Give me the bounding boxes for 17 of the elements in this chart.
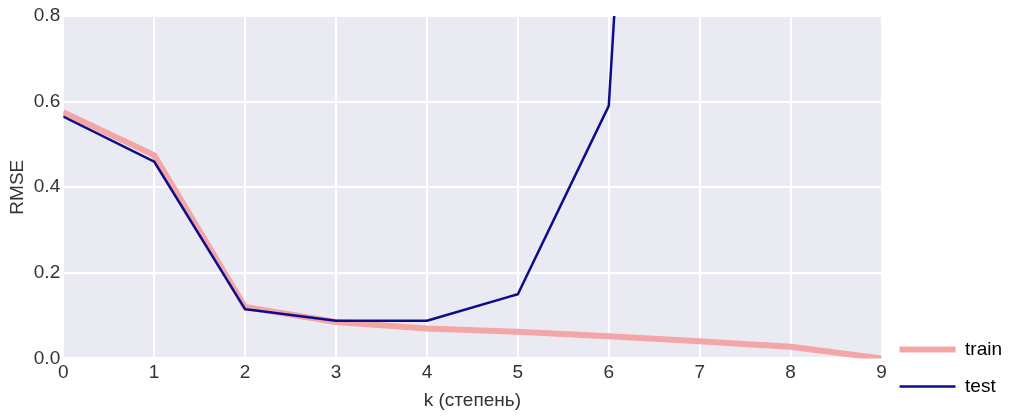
x-tick-label: 7 [694, 361, 705, 383]
x-tick-label: 1 [148, 361, 160, 383]
y-tick-label: 0.8 [33, 4, 61, 26]
y-tick-label: 0.6 [33, 89, 61, 111]
x-tick-label: 9 [876, 361, 887, 383]
x-tick-label: 8 [785, 361, 796, 383]
x-tick-label: 4 [421, 361, 433, 383]
legend-label: test [965, 374, 997, 396]
x-tick-label: 3 [330, 361, 342, 383]
x-tick-label: 2 [239, 361, 251, 383]
y-tick-label: 0.2 [33, 261, 61, 283]
x-axis-title: k (степень) [423, 388, 521, 410]
x-tick-label: 6 [603, 361, 615, 383]
y-axis-title: RMSE [5, 159, 27, 215]
x-tick-label: 5 [512, 361, 524, 383]
legend-label: train [965, 337, 1003, 359]
y-tick-label: 0.4 [33, 175, 61, 197]
